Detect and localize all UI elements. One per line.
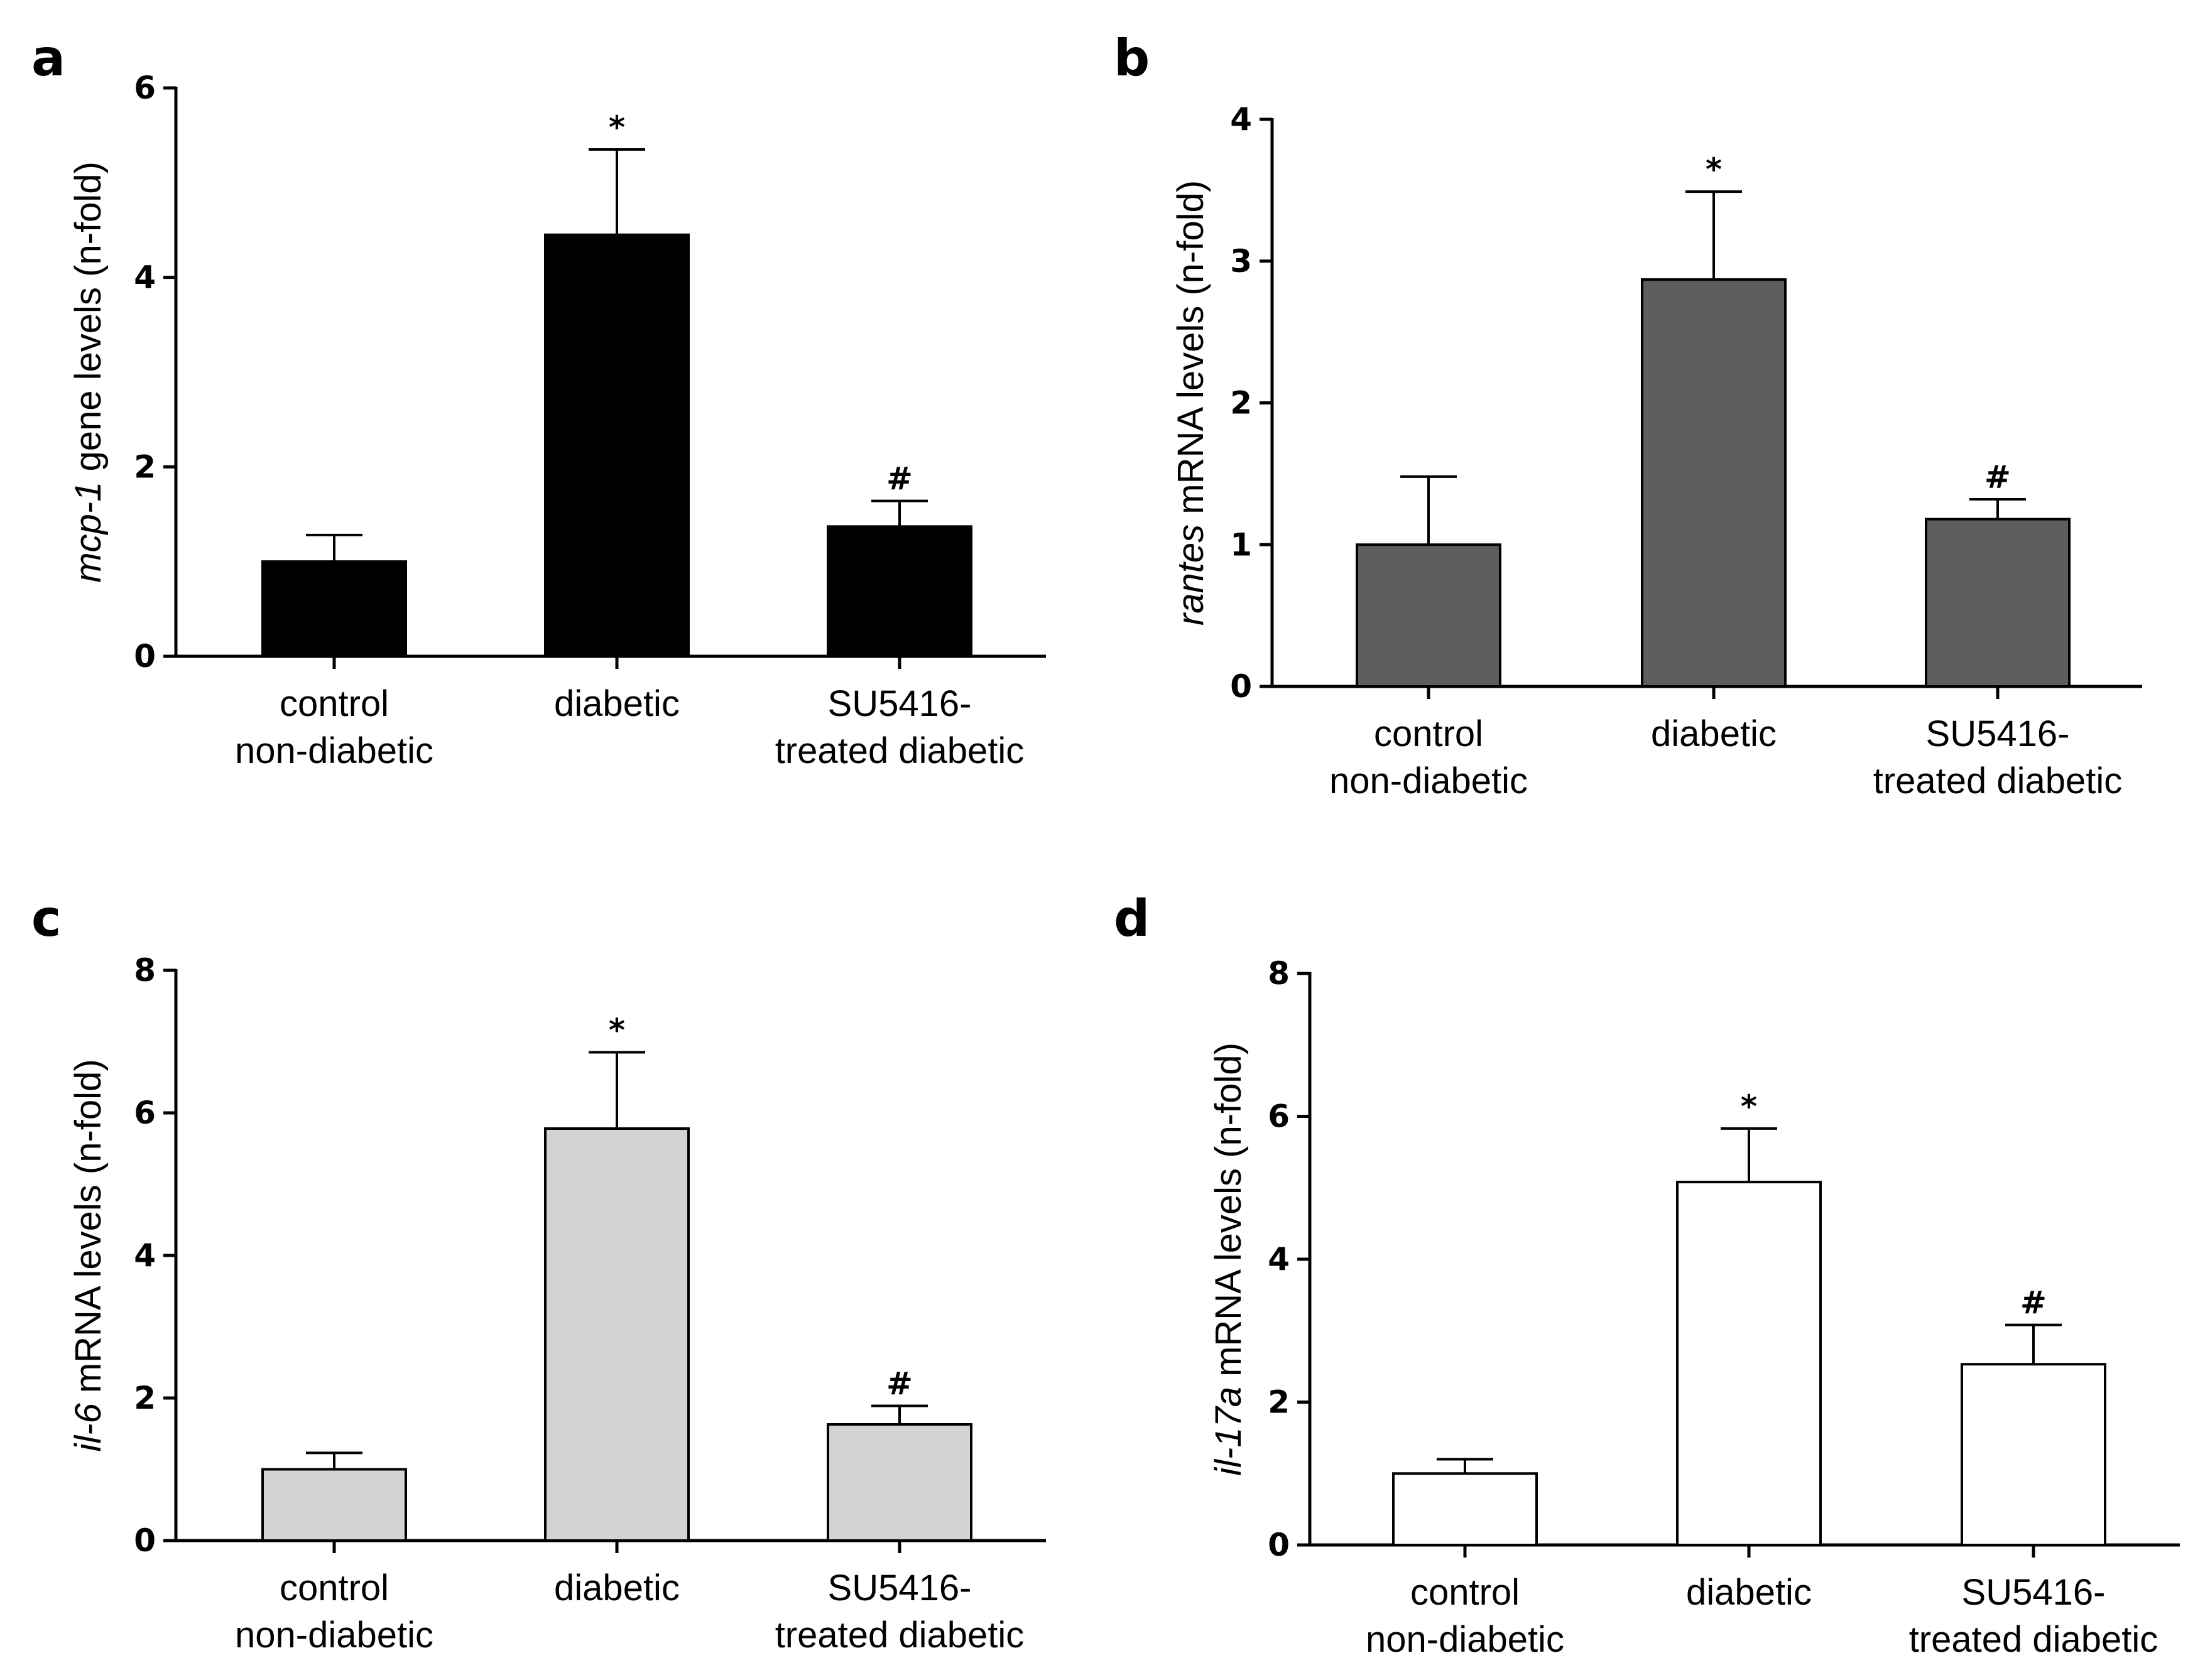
- panel-letter: b: [1114, 29, 1150, 87]
- panel-letter: a: [31, 29, 65, 87]
- y-tick-label: 0: [134, 638, 156, 675]
- y-axis-label-gene: il-6: [68, 1403, 109, 1452]
- y-axis-label-gene: rantes: [1170, 524, 1211, 626]
- x-tick-label: diabetic: [1651, 713, 1777, 754]
- panel-b: b rantes mRNA levels (n-fold) 0 1 2 3 4 control…: [1114, 29, 2142, 801]
- bar: [261, 1468, 407, 1542]
- y-axis-label-gene: il-17a: [1208, 1387, 1249, 1476]
- significance-marker: *: [1741, 1088, 1757, 1125]
- significance-marker: *: [609, 109, 625, 146]
- y-tick-label: 1: [1230, 526, 1252, 563]
- y-tick-label: 0: [1230, 668, 1252, 705]
- significance-marker: #: [886, 461, 913, 497]
- bar: [827, 525, 972, 658]
- x-tick-label: diabetic: [554, 683, 680, 724]
- y-tick-label: 6: [134, 1095, 156, 1131]
- x-tick-label: SU5416-: [1962, 1572, 2106, 1613]
- x-tick-label: SU5416-: [1926, 713, 2070, 754]
- x-tick-label: non-diabetic: [235, 730, 433, 771]
- bar: [1925, 518, 2071, 688]
- x-tick-label: non-diabetic: [1329, 761, 1528, 801]
- y-tick-label: 2: [134, 1380, 156, 1416]
- y-tick-label: 4: [134, 259, 156, 296]
- y-axis-label-gene: mcp-1: [68, 482, 109, 583]
- x-tick-label: treated diabetic: [775, 1615, 1025, 1656]
- x-tick-label: treated diabetic: [1873, 761, 2123, 801]
- panel-a: a mcp-1 gene levels (n-fold) 0 2 4 6 control no…: [31, 29, 1046, 771]
- significance-marker: *: [1706, 151, 1722, 188]
- x-tick-label: diabetic: [1686, 1572, 1812, 1613]
- y-tick-label: 8: [1268, 955, 1290, 992]
- x-tick-label: control: [1374, 713, 1483, 754]
- y-tick-label: 2: [1230, 385, 1252, 421]
- x-tick-label: SU5416-: [828, 683, 972, 724]
- y-axis-label-text: mRNA levels (n-fold): [1170, 180, 1211, 524]
- bar: [1961, 1363, 2106, 1546]
- y-axis-label-text: mRNA levels (n-fold): [1208, 1043, 1249, 1387]
- x-tick-label: treated diabetic: [1909, 1619, 2158, 1660]
- y-tick-label: 4: [1268, 1241, 1290, 1277]
- significance-marker: #: [2020, 1285, 2047, 1321]
- y-tick-label: 2: [1268, 1384, 1290, 1421]
- significance-marker: #: [886, 1365, 913, 1402]
- bar: [544, 233, 690, 658]
- bar: [261, 560, 407, 658]
- bar: [827, 1423, 972, 1542]
- bar: [1356, 543, 1501, 688]
- y-axis-label: il-6 mRNA levels (n-fold): [68, 1059, 109, 1451]
- x-tick-label: control: [280, 1568, 389, 1608]
- panel-c: c il-6 mRNA levels (n-fold) 0 2 4 6 8 control no…: [31, 889, 1046, 1656]
- x-tick-label: non-diabetic: [235, 1615, 433, 1656]
- panel-d: d il-17a mRNA levels (n-fold) 0 2 4 6 8 control…: [1114, 889, 2180, 1660]
- x-tick-label: treated diabetic: [775, 730, 1025, 771]
- y-axis-label: mcp-1 gene levels (n-fold): [68, 161, 109, 583]
- y-tick-label: 2: [134, 448, 156, 485]
- significance-marker: #: [1984, 459, 2011, 496]
- x-tick-label: control: [1410, 1572, 1520, 1613]
- panel-letter: c: [31, 889, 61, 948]
- y-tick-label: 0: [134, 1522, 156, 1559]
- y-axis-label-text: gene levels (n-fold): [68, 161, 109, 481]
- y-tick-label: 3: [1230, 243, 1252, 279]
- x-tick-label: control: [280, 683, 389, 724]
- y-tick-label: 0: [1268, 1527, 1290, 1563]
- y-tick-label: 6: [134, 70, 156, 106]
- y-axis-label: il-17a mRNA levels (n-fold): [1208, 1043, 1249, 1476]
- x-tick-label: non-diabetic: [1366, 1619, 1564, 1660]
- x-tick-label: diabetic: [554, 1568, 680, 1608]
- y-tick-label: 6: [1268, 1098, 1290, 1135]
- y-tick-label: 8: [134, 952, 156, 989]
- panel-letter: d: [1114, 889, 1150, 948]
- bar: [1676, 1181, 1822, 1546]
- significance-marker: *: [609, 1012, 625, 1049]
- x-tick-label: SU5416-: [828, 1568, 972, 1608]
- y-axis-label: rantes mRNA levels (n-fold): [1170, 180, 1211, 626]
- y-axis-label-text: mRNA levels (n-fold): [68, 1059, 109, 1403]
- y-tick-label: 4: [1230, 101, 1252, 138]
- bar: [1392, 1472, 1538, 1546]
- bar: [544, 1127, 690, 1542]
- y-tick-label: 4: [134, 1237, 156, 1274]
- bar: [1641, 278, 1787, 688]
